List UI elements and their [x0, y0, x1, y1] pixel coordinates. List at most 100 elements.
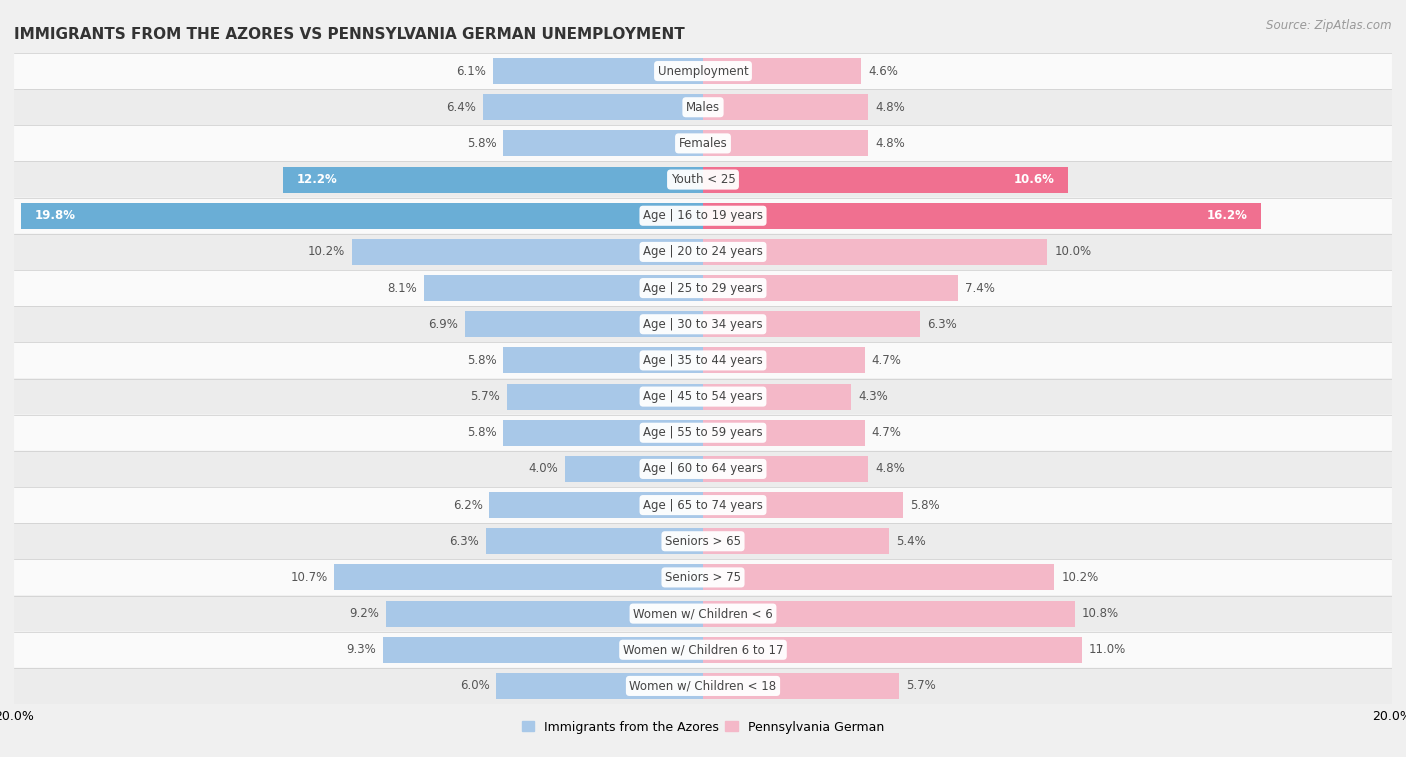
- Text: 5.8%: 5.8%: [910, 499, 939, 512]
- Text: 6.3%: 6.3%: [927, 318, 956, 331]
- Text: 7.4%: 7.4%: [965, 282, 994, 294]
- Text: 9.3%: 9.3%: [346, 643, 375, 656]
- Bar: [565, 456, 703, 482]
- Text: Age | 35 to 44 years: Age | 35 to 44 years: [643, 354, 763, 367]
- Text: Seniors > 75: Seniors > 75: [665, 571, 741, 584]
- Bar: [703, 600, 1076, 627]
- FancyBboxPatch shape: [14, 523, 1392, 559]
- FancyBboxPatch shape: [14, 126, 1392, 161]
- Bar: [482, 94, 703, 120]
- Bar: [489, 492, 703, 518]
- Text: Women w/ Children < 6: Women w/ Children < 6: [633, 607, 773, 620]
- Text: 10.8%: 10.8%: [1083, 607, 1119, 620]
- Text: 4.8%: 4.8%: [875, 463, 905, 475]
- Text: Source: ZipAtlas.com: Source: ZipAtlas.com: [1267, 19, 1392, 32]
- Bar: [496, 673, 703, 699]
- FancyBboxPatch shape: [14, 596, 1392, 631]
- Text: 6.9%: 6.9%: [429, 318, 458, 331]
- Text: Age | 65 to 74 years: Age | 65 to 74 years: [643, 499, 763, 512]
- FancyBboxPatch shape: [14, 631, 1392, 668]
- Bar: [703, 311, 920, 338]
- Bar: [703, 347, 865, 373]
- Text: Age | 20 to 24 years: Age | 20 to 24 years: [643, 245, 763, 258]
- Bar: [703, 565, 1054, 590]
- Text: 12.2%: 12.2%: [297, 173, 337, 186]
- Bar: [425, 275, 703, 301]
- Text: Age | 30 to 34 years: Age | 30 to 34 years: [643, 318, 763, 331]
- Text: 9.2%: 9.2%: [349, 607, 380, 620]
- FancyBboxPatch shape: [14, 342, 1392, 378]
- FancyBboxPatch shape: [14, 198, 1392, 234]
- FancyBboxPatch shape: [14, 415, 1392, 451]
- Text: 4.3%: 4.3%: [858, 390, 887, 403]
- FancyBboxPatch shape: [14, 89, 1392, 126]
- FancyBboxPatch shape: [14, 234, 1392, 270]
- Text: 5.4%: 5.4%: [896, 534, 925, 548]
- Text: 6.0%: 6.0%: [460, 680, 489, 693]
- FancyBboxPatch shape: [14, 378, 1392, 415]
- Bar: [503, 419, 703, 446]
- Bar: [335, 565, 703, 590]
- Text: 10.2%: 10.2%: [308, 245, 344, 258]
- Bar: [503, 130, 703, 157]
- Text: Unemployment: Unemployment: [658, 64, 748, 77]
- Bar: [703, 239, 1047, 265]
- Bar: [703, 275, 957, 301]
- Text: 4.0%: 4.0%: [529, 463, 558, 475]
- Bar: [703, 130, 869, 157]
- Text: 6.2%: 6.2%: [453, 499, 482, 512]
- Text: Age | 45 to 54 years: Age | 45 to 54 years: [643, 390, 763, 403]
- Bar: [494, 58, 703, 84]
- Bar: [703, 528, 889, 554]
- Bar: [703, 58, 862, 84]
- Bar: [703, 456, 869, 482]
- FancyBboxPatch shape: [14, 306, 1392, 342]
- Text: 5.7%: 5.7%: [907, 680, 936, 693]
- Text: Women w/ Children 6 to 17: Women w/ Children 6 to 17: [623, 643, 783, 656]
- Text: 5.8%: 5.8%: [467, 426, 496, 439]
- Text: 6.1%: 6.1%: [456, 64, 486, 77]
- Text: 19.8%: 19.8%: [35, 209, 76, 223]
- Text: Age | 60 to 64 years: Age | 60 to 64 years: [643, 463, 763, 475]
- Bar: [486, 528, 703, 554]
- FancyBboxPatch shape: [14, 559, 1392, 596]
- Bar: [387, 600, 703, 627]
- Bar: [352, 239, 703, 265]
- Text: Youth < 25: Youth < 25: [671, 173, 735, 186]
- Text: 16.2%: 16.2%: [1206, 209, 1247, 223]
- Bar: [703, 637, 1083, 663]
- Text: 4.7%: 4.7%: [872, 426, 901, 439]
- Text: Women w/ Children < 18: Women w/ Children < 18: [630, 680, 776, 693]
- Text: 4.6%: 4.6%: [869, 64, 898, 77]
- Bar: [703, 492, 903, 518]
- Text: 10.0%: 10.0%: [1054, 245, 1091, 258]
- FancyBboxPatch shape: [14, 161, 1392, 198]
- FancyBboxPatch shape: [14, 451, 1392, 487]
- FancyBboxPatch shape: [14, 668, 1392, 704]
- Text: 4.7%: 4.7%: [872, 354, 901, 367]
- Text: 5.7%: 5.7%: [470, 390, 499, 403]
- Text: Seniors > 65: Seniors > 65: [665, 534, 741, 548]
- Bar: [503, 347, 703, 373]
- Text: 10.2%: 10.2%: [1062, 571, 1098, 584]
- Bar: [382, 637, 703, 663]
- Bar: [506, 384, 703, 410]
- Bar: [21, 203, 703, 229]
- Bar: [703, 203, 1261, 229]
- Text: 8.1%: 8.1%: [387, 282, 418, 294]
- Bar: [703, 673, 900, 699]
- Text: 5.8%: 5.8%: [467, 137, 496, 150]
- Bar: [283, 167, 703, 192]
- Text: Males: Males: [686, 101, 720, 114]
- Bar: [703, 94, 869, 120]
- Text: 6.3%: 6.3%: [450, 534, 479, 548]
- Text: Age | 55 to 59 years: Age | 55 to 59 years: [643, 426, 763, 439]
- Text: 11.0%: 11.0%: [1088, 643, 1126, 656]
- FancyBboxPatch shape: [14, 53, 1392, 89]
- Text: 5.8%: 5.8%: [467, 354, 496, 367]
- Text: 10.6%: 10.6%: [1014, 173, 1054, 186]
- FancyBboxPatch shape: [14, 270, 1392, 306]
- Text: 6.4%: 6.4%: [446, 101, 475, 114]
- Bar: [703, 167, 1069, 192]
- Text: 4.8%: 4.8%: [875, 101, 905, 114]
